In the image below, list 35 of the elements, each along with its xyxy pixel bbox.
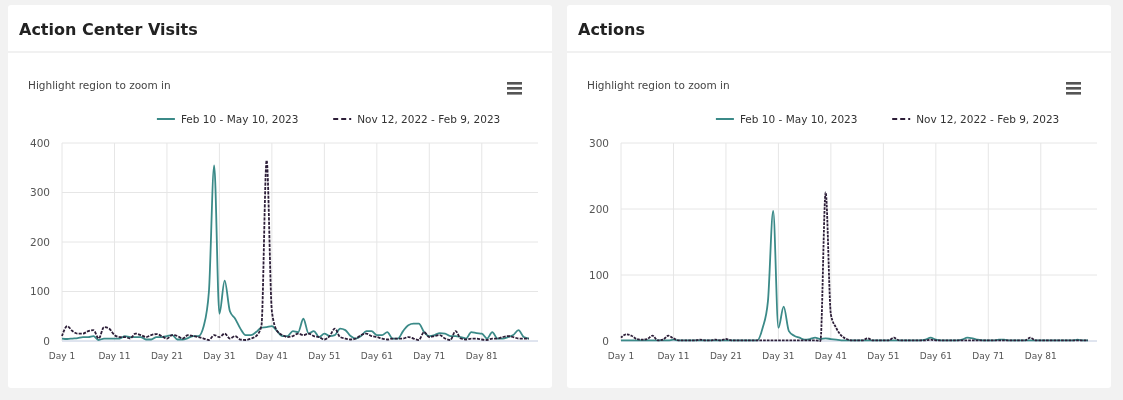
y-tick-label: 200: [29, 235, 50, 248]
chart-subtitle: Highlight region to zoom in: [28, 79, 171, 91]
x-tick-label: Day 71: [413, 351, 446, 361]
y-tick-label: 0: [602, 334, 609, 347]
legend-label: Feb 10 - May 10, 2023: [739, 112, 858, 125]
chart-title: Action Center Visits: [19, 20, 198, 39]
y-tick-label: 0: [43, 334, 50, 347]
y-tick-label: 100: [588, 268, 609, 281]
x-tick-label: Day 21: [150, 351, 183, 361]
x-tick-label: Day 61: [360, 351, 393, 361]
x-tick-label: Day 41: [814, 351, 847, 361]
chart-subtitle: Highlight region to zoom in: [587, 79, 730, 91]
x-tick-label: Day 61: [919, 351, 952, 361]
x-tick-label: Day 1: [48, 351, 76, 361]
y-tick-label: 300: [588, 136, 609, 149]
x-tick-label: Day 1: [607, 351, 635, 361]
x-tick-label: Day 51: [867, 351, 900, 361]
y-tick-label: 200: [588, 202, 609, 215]
x-tick-label: Day 31: [762, 351, 795, 361]
legend-label: Nov 12, 2022 - Feb 9, 2023: [916, 112, 1060, 125]
x-tick-label: Day 71: [972, 351, 1005, 361]
y-tick-label: 100: [29, 285, 50, 298]
legend-label: Nov 12, 2022 - Feb 9, 2023: [357, 112, 501, 125]
y-tick-label: 300: [29, 186, 50, 199]
x-tick-label: Day 51: [308, 351, 341, 361]
x-tick-label: Day 81: [1024, 351, 1057, 361]
legend-label: Feb 10 - May 10, 2023: [180, 112, 299, 125]
chart-title: Actions: [578, 20, 645, 39]
x-tick-label: Day 41: [255, 351, 288, 361]
x-tick-label: Day 11: [657, 351, 690, 361]
x-tick-label: Day 21: [709, 351, 742, 361]
x-tick-label: Day 31: [203, 351, 236, 361]
x-tick-label: Day 11: [98, 351, 131, 361]
x-tick-label: Day 81: [465, 351, 498, 361]
y-tick-label: 400: [29, 136, 50, 149]
